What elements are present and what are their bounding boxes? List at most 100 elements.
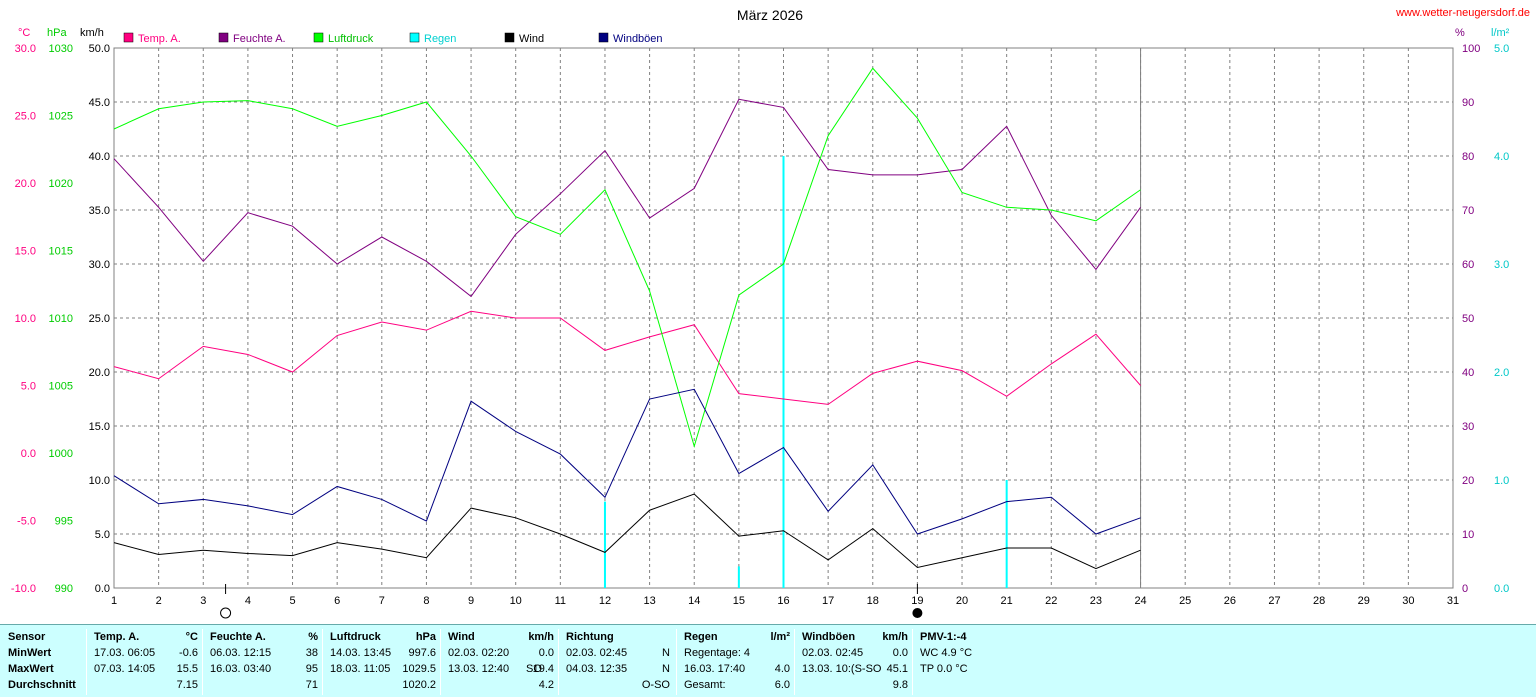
rain-axis-tick: 5.0 xyxy=(1494,43,1509,55)
rain-axis-tick: 3.0 xyxy=(1494,259,1509,271)
wind-axis-tick: 0.0 xyxy=(95,583,110,595)
series-line-windb-en xyxy=(113,388,1141,535)
series-line-temp-a- xyxy=(113,310,1141,405)
rain-bar xyxy=(737,566,740,588)
weather-chart: 1 2 3 4 5 6 7 8 9 10 11 12 13 14 15 16 17 18 19 20 21 22 23 24 2… xyxy=(11,7,1530,619)
x-tick-label: 24 xyxy=(1134,595,1146,607)
wind-max-val: 19.4 xyxy=(532,663,554,675)
x-tick-label: 9 xyxy=(468,595,474,607)
humidity-axis-tick: 80 xyxy=(1462,151,1474,163)
pressure-axis-tick: 1010 xyxy=(49,313,73,325)
series-line-feuchte-a- xyxy=(113,98,1141,298)
x-tick-label: 30 xyxy=(1402,595,1414,607)
summary-col-temp: Temp. A. °C 17.03. 06:05 -0.6 07.03. 14:05… xyxy=(90,629,203,695)
press-title: Luftdruck xyxy=(330,631,381,643)
hum-max-val: 95 xyxy=(305,663,318,675)
x-tick-label: 18 xyxy=(867,595,879,607)
series-line-luftdruck xyxy=(113,67,1141,449)
press-min-val: 997.6 xyxy=(408,647,436,659)
humidity-axis-unit: % xyxy=(1455,27,1465,39)
humidity-axis-tick: 100 xyxy=(1462,43,1480,55)
chart-title: März 2026 xyxy=(737,7,803,23)
x-tick-label: 8 xyxy=(423,595,429,607)
row-label-max: MaxWert xyxy=(8,663,54,675)
temp-min-when: 17.03. 06:05 xyxy=(94,647,156,659)
summary-table: Sensor MinWert MaxWert Durchschnitt Temp… xyxy=(0,624,1536,697)
temp-axis-tick: 15.0 xyxy=(15,246,36,258)
press-avg: 1020.2 xyxy=(402,679,436,691)
x-tick-label: 13 xyxy=(643,595,655,607)
x-tick-label: 26 xyxy=(1224,595,1236,607)
x-tick-label: 31 xyxy=(1447,595,1459,607)
site-url: www.wetter-neugersdorf.de xyxy=(1395,7,1530,19)
humidity-axis-tick: 70 xyxy=(1462,205,1474,217)
pmv-title: PMV-1:-4 xyxy=(920,631,967,643)
temp-axis-tick: 30.0 xyxy=(15,43,36,55)
x-tick-label: 11 xyxy=(555,595,566,607)
rain-bar xyxy=(782,156,785,588)
rain-days: Regentage: 4 xyxy=(684,647,751,659)
wind-axis-tick: 50.0 xyxy=(89,43,110,55)
gust-max-val: 45.1 xyxy=(886,663,908,675)
legend-swatch xyxy=(598,32,609,43)
dir-min-val: N xyxy=(662,647,670,659)
dir-max-when: 04.03. 12:35 xyxy=(566,663,628,675)
temp-title: Temp. A. xyxy=(94,631,140,643)
rain-axis-tick: 4.0 xyxy=(1494,151,1509,163)
humidity-axis-tick: 50 xyxy=(1462,313,1474,325)
temp-axis-tick: 10.0 xyxy=(15,313,36,325)
x-tick-label: 16 xyxy=(777,595,789,607)
wind-axis-tick: 10.0 xyxy=(89,475,110,487)
wind-max-when: 13.03. 12:40 xyxy=(448,663,510,675)
rain-bar xyxy=(1005,480,1008,588)
temp-min-val: -0.6 xyxy=(179,647,198,659)
wind-unit: km/h xyxy=(528,631,554,643)
wind-axis-unit: km/h xyxy=(80,27,104,39)
pmv-tp: TP 0.0 °C xyxy=(920,663,968,675)
pmv-wc: WC 4.9 °C xyxy=(920,647,973,659)
humidity-axis-tick: 10 xyxy=(1462,529,1474,541)
rain-title: Regen xyxy=(684,631,718,643)
wind-axis-tick: 30.0 xyxy=(89,259,110,271)
pressure-axis-tick: 1000 xyxy=(49,448,73,460)
x-tick-label: 28 xyxy=(1313,595,1325,607)
rain-unit: l/m² xyxy=(770,631,790,643)
pressure-axis-tick: 990 xyxy=(55,583,73,595)
rain-axis-unit: l/m² xyxy=(1491,27,1510,39)
humidity-axis-tick: 40 xyxy=(1462,367,1474,379)
temp-axis-tick: -10.0 xyxy=(11,583,36,595)
legend-swatch xyxy=(218,32,229,43)
pressure-axis-tick: 1020 xyxy=(49,178,73,190)
rain-total-label: Gesamt: xyxy=(684,679,726,691)
dir-max-val: N xyxy=(662,663,670,675)
rain-total-val: 6.0 xyxy=(774,679,790,691)
gust-title: Windböen xyxy=(802,631,856,643)
x-tick-label: 21 xyxy=(1001,595,1013,607)
x-tick-label: 6 xyxy=(334,595,340,607)
temp-avg: 7.15 xyxy=(176,679,198,691)
press-unit: hPa xyxy=(415,631,436,643)
pressure-axis-tick: 1005 xyxy=(49,381,73,393)
x-tick-label: 22 xyxy=(1045,595,1057,607)
temp-axis-tick: -5.0 xyxy=(17,516,36,528)
x-tick-label: 14 xyxy=(688,595,700,607)
legend-label: Luftdruck xyxy=(328,33,374,45)
new-moon-icon xyxy=(912,608,923,618)
x-tick-label: 1 xyxy=(111,595,117,607)
summary-col-pmv: PMV-1:-4 WC 4.9 °C TP 0.0 °C xyxy=(916,629,1534,695)
gust-unit: km/h xyxy=(882,631,908,643)
humidity-axis-tick: 20 xyxy=(1462,475,1474,487)
legend-label: Wind xyxy=(519,33,544,45)
x-tick-label: 2 xyxy=(156,595,162,607)
temp-axis-unit: °C xyxy=(18,27,30,39)
x-tick-label: 10 xyxy=(510,595,522,607)
hum-min-val: 38 xyxy=(305,647,318,659)
hum-title: Feuchte A. xyxy=(210,631,266,643)
x-tick-label: 23 xyxy=(1090,595,1102,607)
wind-axis-tick: 25.0 xyxy=(89,313,110,325)
x-tick-label: 29 xyxy=(1358,595,1370,607)
series-line-wind xyxy=(113,493,1141,570)
wind-max-dir: SO xyxy=(526,663,542,675)
x-tick-label: 4 xyxy=(245,595,251,607)
wind-avg: 4.2 xyxy=(538,679,554,691)
